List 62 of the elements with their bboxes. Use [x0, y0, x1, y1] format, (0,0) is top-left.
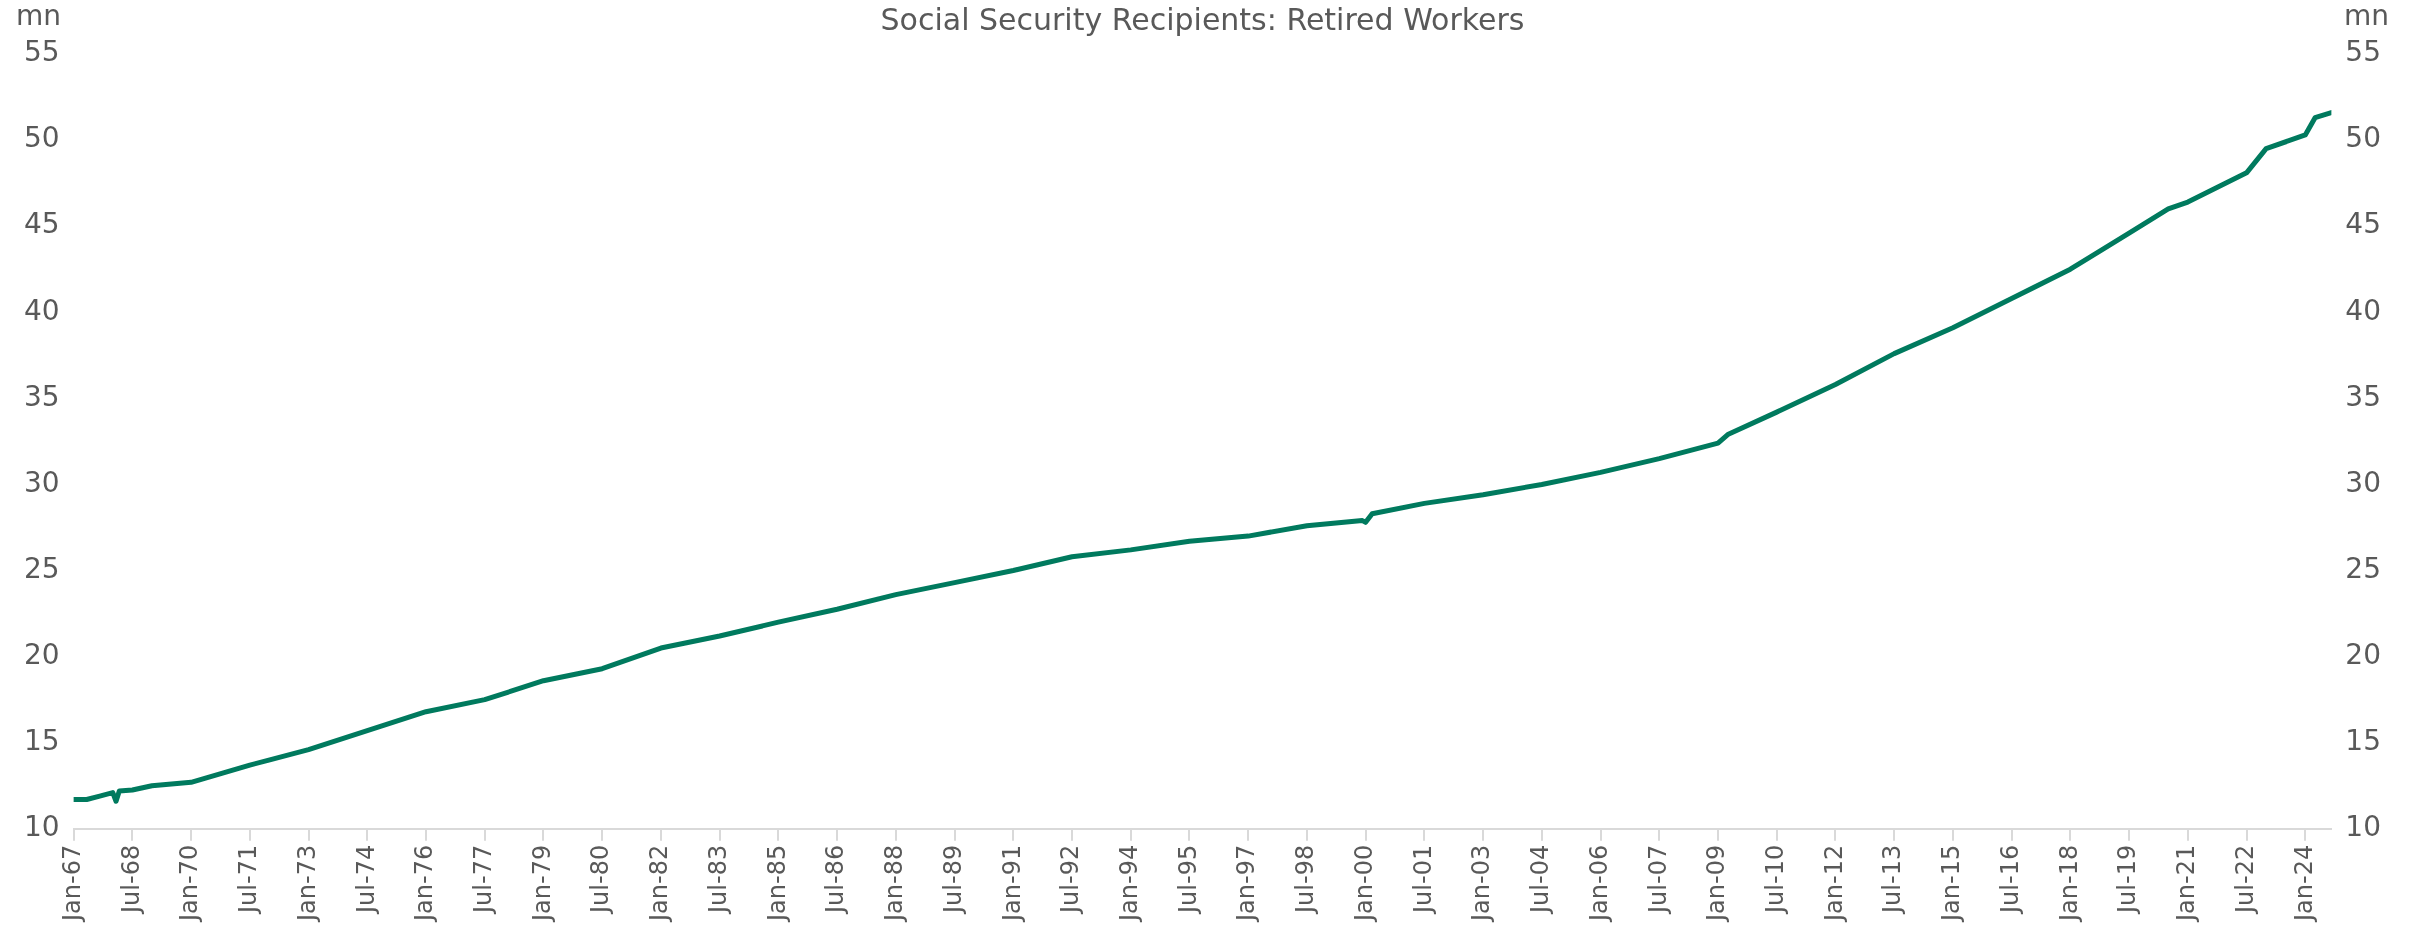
x-tick-label: Jan-67 — [57, 844, 86, 924]
x-tick-label: Jul-04 — [1526, 844, 1555, 915]
x-tick-label: Jan-00 — [1349, 844, 1378, 924]
y-tick-label: 25 — [23, 551, 60, 585]
x-tick-label: Jan-88 — [880, 844, 909, 924]
y2-tick-label: 10 — [2345, 810, 2382, 844]
x-tick-label: Jan-12 — [1819, 844, 1848, 924]
x-tick-label: Jul-98 — [1291, 844, 1320, 915]
x-tick-label: Jan-03 — [1467, 844, 1496, 924]
x-tick-label: Jul-19 — [2113, 844, 2142, 915]
x-tick-label: Jul-92 — [1056, 844, 1085, 915]
x-tick-label: Jan-85 — [762, 844, 791, 924]
y-tick-label: 15 — [23, 724, 60, 757]
x-tick-label: Jan-21 — [2172, 844, 2201, 924]
y2-tick-label: 55 — [2345, 35, 2382, 69]
y2-tick-label: 45 — [2345, 207, 2382, 241]
x-tick-label: Jul-22 — [2230, 844, 2259, 915]
x-tick-label: Jul-80 — [586, 844, 615, 915]
y2-tick-label: 40 — [2345, 293, 2382, 327]
x-tick-label: Jan-70 — [175, 844, 204, 924]
x-tick-label: Jan-79 — [527, 844, 556, 924]
x-tick-label: Jul-89 — [938, 844, 967, 915]
x-tick-label: Jul-77 — [468, 844, 497, 915]
x-tick-label: Jan-73 — [292, 844, 321, 924]
x-tick-label: Jan-09 — [1702, 844, 1731, 924]
x-tick-label: Jan-24 — [2289, 844, 2318, 924]
x-tick-label: Jul-07 — [1643, 844, 1672, 915]
x-tick-label: Jul-01 — [1408, 844, 1437, 915]
chart-title: Social Security Recipients: Retired Workers — [880, 1, 1525, 37]
x-tick-label: Jan-06 — [1584, 844, 1613, 924]
x-tick-label: Jan-97 — [1232, 844, 1261, 924]
x-tick-label: Jul-16 — [1995, 844, 2024, 915]
y2-tick-label: 35 — [2345, 379, 2382, 413]
y2-tick-label: 15 — [2345, 724, 2382, 757]
x-tick-label: Jan-94 — [1114, 844, 1143, 924]
y-tick-label: 20 — [23, 637, 60, 671]
y-tick-label: 10 — [23, 810, 60, 844]
y2-axis-title: mn — [2343, 0, 2389, 33]
y2-tick-label: 25 — [2345, 551, 2382, 585]
x-tick-label: Jul-71 — [234, 844, 263, 915]
x-tick-label: Jul-10 — [1760, 844, 1789, 915]
y-tick-label: 50 — [23, 121, 60, 155]
y-tick-label: 45 — [23, 207, 60, 241]
y-tick-label: 40 — [23, 293, 60, 327]
x-tick-label: Jul-13 — [1878, 844, 1907, 915]
x-tick-label: Jul-86 — [821, 844, 850, 915]
x-tick-label: Jul-74 — [351, 844, 380, 915]
x-tick-label: Jan-18 — [2054, 844, 2083, 924]
y2-tick-label: 20 — [2345, 637, 2382, 671]
y-tick-label: 55 — [23, 35, 60, 69]
y2-tick-label: 50 — [2345, 121, 2382, 155]
y-tick-label: 30 — [23, 465, 60, 499]
x-tick-label: Jan-15 — [1937, 844, 1966, 924]
x-tick-label: Jul-68 — [116, 844, 145, 915]
x-tick-label: Jul-95 — [1173, 844, 1202, 915]
x-tick-label: Jan-82 — [645, 844, 674, 924]
x-tick-label: Jan-91 — [997, 844, 1026, 924]
y-axis-title: mn — [16, 0, 62, 33]
x-tick-label: Jan-76 — [410, 844, 439, 924]
x-tick-label: Jul-83 — [703, 844, 732, 915]
y-tick-label: 35 — [23, 379, 60, 413]
y2-tick-label: 30 — [2345, 465, 2382, 499]
